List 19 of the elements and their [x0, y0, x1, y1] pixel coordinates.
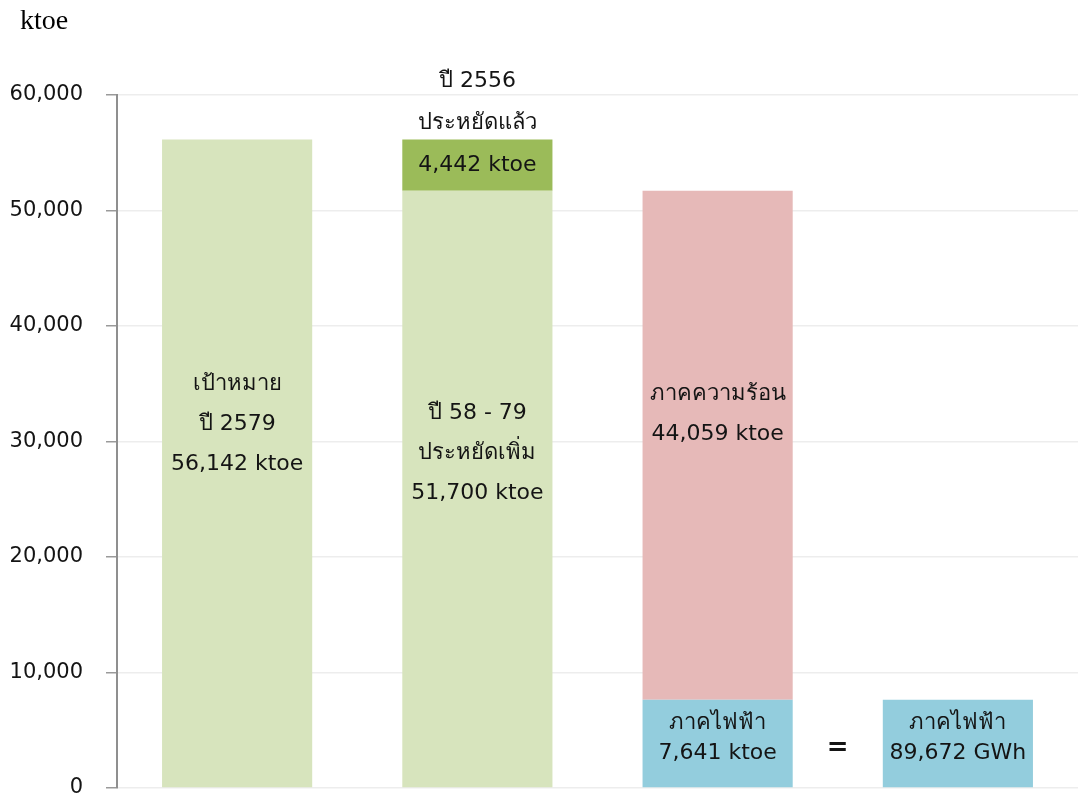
y-tick-label: 20,000: [9, 543, 83, 568]
y-tick-label: 60,000: [9, 81, 83, 106]
y-tick-label: 40,000: [9, 312, 83, 337]
y-tick-label: 10,000: [9, 658, 83, 683]
bar: [402, 190, 553, 788]
data-label: ภาคไฟฟ้า 7,641 ktoe: [658, 709, 777, 764]
data-label: ภาคความร้อน 44,059 ktoe: [649, 380, 786, 446]
y-axis-title: ktoe: [20, 4, 69, 35]
y-tick-label: 50,000: [9, 196, 83, 221]
bar: [402, 139, 553, 191]
annotation: =: [826, 730, 849, 761]
y-tick-label: 0: [69, 774, 83, 799]
bar: [162, 139, 313, 788]
data-label: ปี 58 - 79 ประหยัดเพิ่ม 51,700 ktoe: [411, 398, 544, 504]
y-tick-label: 30,000: [9, 427, 83, 452]
data-label: เป้าหมาย ปี 2579 56,142 ktoe: [170, 370, 304, 476]
data-label: ภาคไฟฟ้า 89,672 GWh: [889, 709, 1027, 764]
data-label: ปี 2556 ประหยัดแล้ว 4,442 ktoe: [417, 66, 537, 176]
bar: [642, 190, 793, 700]
